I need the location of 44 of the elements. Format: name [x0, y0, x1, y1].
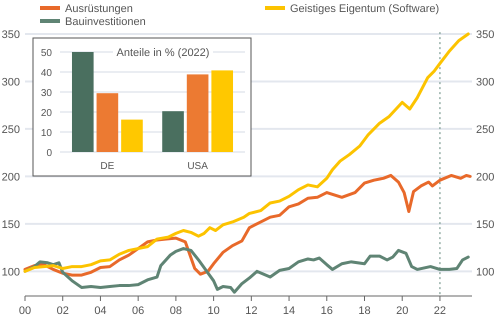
bar: [186, 74, 208, 152]
y2-tick-label: 300: [476, 76, 494, 88]
y-tick-label: 30: [40, 88, 52, 99]
y-tick-label: 350: [2, 29, 20, 42]
y2-tick-label: 350: [476, 29, 494, 42]
legend-label: Geistiges Eigentum (Software): [290, 3, 440, 15]
y2-tick-label: 150: [476, 218, 494, 231]
y-tick-label: 100: [2, 266, 20, 278]
x-tick-label: 12: [245, 305, 258, 317]
x-tick-label: DE: [100, 161, 115, 172]
y-tick-label: 20: [40, 108, 52, 119]
y-tick-label: 50: [40, 48, 52, 59]
x-tick-label: 00: [18, 305, 32, 317]
legend-label: Bauinvestitionen: [65, 16, 146, 28]
chart-title: Anteile in % (2022): [116, 47, 210, 59]
y-tick-label: 150: [2, 218, 20, 231]
bar: [121, 120, 143, 152]
y2-tick-label: 100: [476, 266, 494, 278]
bar: [162, 111, 184, 152]
y-tick-label: 200: [2, 171, 20, 184]
y-tick-label: 250: [2, 124, 20, 136]
bar: [96, 93, 118, 152]
x-tick-label: 10: [207, 305, 220, 317]
x-tick-label: 06: [132, 305, 144, 317]
line-series: [24, 174, 472, 277]
x-tick-label: 22: [434, 305, 446, 317]
bar: [72, 52, 94, 152]
y-tick-label: 10: [40, 128, 52, 139]
y2-tick-label: 200: [476, 171, 494, 184]
y-tick-label: 0: [46, 148, 52, 159]
legend-label: Ausrüstungen: [65, 3, 133, 15]
x-tick-label: 08: [170, 305, 182, 317]
x-tick-label: USA: [187, 161, 208, 172]
x-tick-label: 18: [358, 305, 371, 317]
x-tick-label: 14: [282, 305, 296, 317]
x-tick-label: 16: [320, 305, 333, 317]
x-tick-label: 04: [94, 305, 107, 317]
bar: [211, 70, 234, 152]
x-tick-label: 02: [56, 305, 69, 317]
y-tick-label: 300: [2, 76, 20, 88]
line-series: [24, 32, 470, 273]
x-tick-label: 20: [396, 305, 408, 317]
y-tick-label: 40: [40, 68, 52, 79]
y2-tick-label: 250: [476, 124, 494, 136]
